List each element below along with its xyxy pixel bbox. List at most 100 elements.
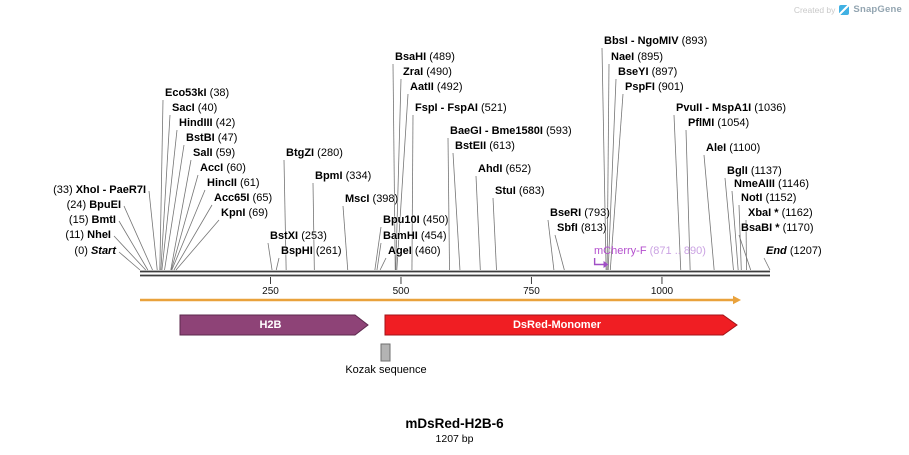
connector-stui [492,197,497,271]
enzyme-name: BglI [727,165,748,177]
enzyme-name: BpuEI [89,199,121,211]
site-position: (398) [372,193,399,205]
site-label-eco53ki[interactable]: Eco53kI (38) [165,87,229,100]
site-label-xbai[interactable]: XbaI * (1162) [748,207,813,220]
map-length: 1207 bp [435,433,474,445]
ruler-label-250: 250 [262,286,279,297]
site-label-bstxi[interactable]: BstXI (253) [270,230,327,243]
site-label-acc65i[interactable]: Acc65I (65) [214,192,272,205]
site-position: (33) [53,184,73,196]
site-label-baegi-bme1580i[interactable]: BaeGI - Bme1580I (593) [450,125,572,138]
site-label-fspi-fspai[interactable]: FspI - FspAI (521) [415,102,507,115]
enzyme-name: HindIII [179,117,213,129]
site-label-hindiii[interactable]: HindIII (42) [179,117,235,130]
enzyme-name: SacI [172,102,195,114]
site-label-xhoi-paer7i[interactable]: (33) XhoI - PaeR7I [53,184,146,197]
site-label-bsteii[interactable]: BstEII (613) [455,140,515,153]
connector-pflmi [685,129,691,271]
site-label-end[interactable]: End (1207) [766,245,822,258]
connector-msci [342,205,349,271]
site-label-bstbi[interactable]: BstBI (47) [186,132,237,145]
connector-bgli [724,177,734,271]
kozak-sequence-box[interactable] [380,343,391,362]
snapgene-brand: SnapGene [853,4,902,15]
site-position: (40) [197,102,218,114]
watermark-created-by: Created by [793,4,836,15]
site-label-hincii[interactable]: HincII (61) [207,177,260,190]
enzyme-name: BpmI [315,170,343,182]
site-position: (613) [489,140,515,152]
enzyme-name: XhoI - PaeR7I [75,184,146,196]
enzyme-name: AccI [200,162,224,174]
site-label-bamhi[interactable]: BamHI (454) [383,230,447,243]
site-position: (47) [217,132,238,144]
site-label-bpuei[interactable]: (24) BpuEI [67,199,121,212]
site-label-pflmi[interactable]: PflMI (1054) [688,117,749,130]
enzyme-name: AgeI [388,245,412,257]
site-label-msci[interactable]: MscI (398) [345,193,398,206]
enzyme-name: NotI [741,192,763,204]
enzyme-name: BmtI [91,214,116,226]
site-label-btgzi[interactable]: BtgZI (280) [286,147,343,160]
site-position: (280) [317,147,343,159]
site-label-stui[interactable]: StuI (683) [495,185,545,198]
enzyme-name: NheI [87,229,111,241]
site-label-nmeaiii[interactable]: NmeAIII (1146) [734,178,809,191]
connector-bsphi [275,257,280,271]
site-label-aatii[interactable]: AatII (492) [410,81,463,94]
site-label-bseyi[interactable]: BseYI (897) [618,66,677,79]
site-label-sali[interactable]: SalI (59) [193,147,235,160]
connector-baegi-bme1580i [447,137,450,271]
site-label-noti[interactable]: NotI (1152) [741,192,796,205]
site-label-zrai[interactable]: ZraI (490) [403,66,452,79]
connector-xbai [745,219,747,271]
enzyme-name: StuI [495,185,516,197]
connector-naei [606,63,610,271]
enzyme-name: Bpu10I [383,214,420,226]
primer-label-mcherry-f[interactable]: mCherry-F (871 .. 890) [594,245,706,258]
site-label-bseri[interactable]: BseRI (793) [550,207,610,220]
site-label-bbsi-ngomiv[interactable]: BbsI - NgoMIV (893) [604,35,707,48]
enzyme-name: AhdI [478,163,503,175]
site-label-nhei[interactable]: (11) NheI [65,229,111,242]
connector-saci [160,114,171,271]
site-label-pvuii-mspa1i[interactable]: PvuII - MspA1I (1036) [676,102,786,115]
site-label-sbfi[interactable]: SbfI (813) [557,222,607,235]
feature-arrow-h2b[interactable] [179,314,369,336]
site-label-alei[interactable]: AleI (1100) [706,142,760,155]
feature-arrow-dsred-monomer[interactable] [384,314,738,336]
site-position: (1100) [729,142,761,154]
connector-bsahi [392,63,396,271]
site-label-acci[interactable]: AccI (60) [200,162,246,175]
site-label-bsphi[interactable]: BspHI (261) [281,245,342,258]
site-label-bgli[interactable]: BglI (1137) [727,165,782,178]
site-label-bsabi[interactable]: BsaBI * (1170) [741,222,814,235]
site-position: (901) [658,81,684,93]
site-label-pspfi[interactable]: PspFI (901) [625,81,684,94]
site-label-saci[interactable]: SacI (40) [172,102,217,115]
enzyme-name: PvuII - MspA1I [676,102,752,114]
site-label-naei[interactable]: NaeI (895) [611,51,663,64]
site-label-bpmi[interactable]: BpmI (334) [315,170,371,183]
site-label-bmti[interactable]: (15) BmtI [69,214,116,227]
site-label-kpni[interactable]: KpnI (69) [221,207,268,220]
site-position: (460) [414,245,441,257]
site-label-ahdi[interactable]: AhdI (652) [478,163,531,176]
connector-bsteii [452,152,461,271]
primer-arrow-mcherry-f[interactable] [593,258,605,266]
site-label-agei[interactable]: AgeI (460) [388,245,441,258]
site-label-start[interactable]: (0) Start [74,245,116,258]
site-position: (490) [426,66,452,78]
enzyme-name: XbaI * [748,207,779,219]
connector-bpu10i [374,226,382,271]
orf-arrow-head [733,295,741,305]
site-position: (1146) [778,178,810,190]
connector-kpni [175,219,220,271]
connector-bamhi [376,242,382,271]
site-label-bsahi[interactable]: BsaHI (489) [395,51,455,64]
site-label-bpu10i[interactable]: Bpu10I (450) [383,214,448,227]
site-position: (1054) [717,117,750,129]
site-position: (42) [215,117,236,129]
